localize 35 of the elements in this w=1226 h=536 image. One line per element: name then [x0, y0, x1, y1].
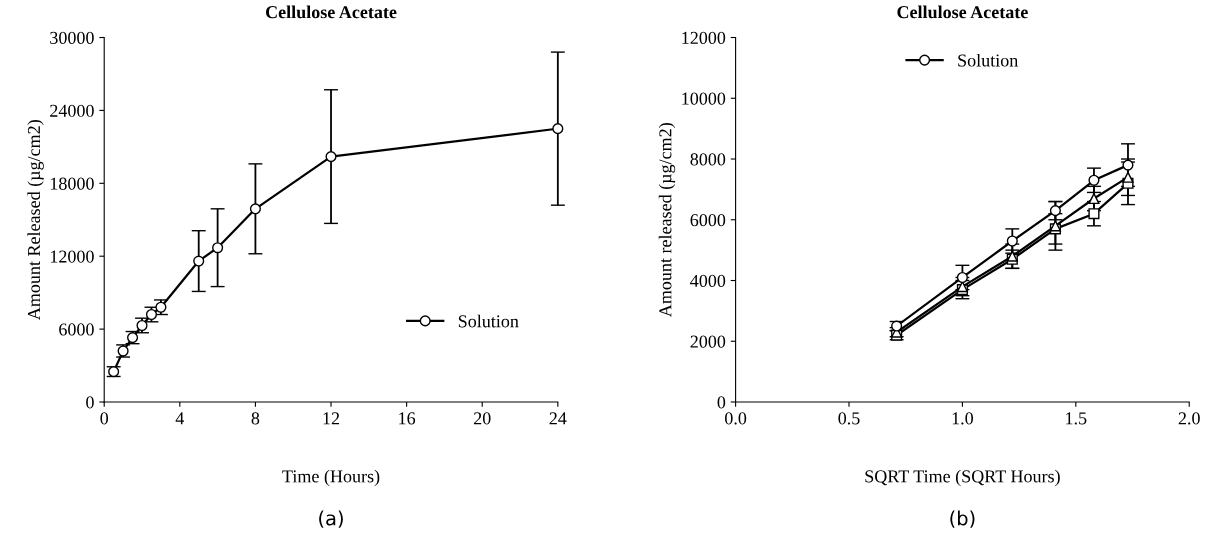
chart-title: Cellulose Acetate — [897, 5, 1028, 19]
x-tick-label: 12 — [323, 412, 340, 425]
text: (b) — [950, 510, 975, 528]
y-tick-label: 24000 — [50, 104, 94, 117]
x-axis-title: SQRT Time (SQRT Hours) — [865, 469, 1060, 487]
y-tick-label: 10000 — [682, 92, 726, 105]
x-axis-title: Time (Hours) — [282, 469, 380, 487]
y-tick-label: 6000 — [59, 323, 94, 336]
legend-label: Solution — [458, 314, 519, 328]
x-tick-label: 2.0 — [1178, 412, 1200, 425]
x-tick-label: 0.0 — [725, 412, 747, 425]
x-tick-label: 0.5 — [838, 412, 860, 425]
y-tick-label: 2000 — [690, 335, 726, 348]
y-tick-label: 12000 — [682, 31, 726, 44]
y-tick-label: 30000 — [50, 31, 94, 44]
x-tick-label: 4 — [175, 412, 185, 425]
x-tick-label: 1.5 — [1066, 412, 1087, 425]
y-tick-label: 8000 — [690, 153, 726, 166]
y-axis-title: Amount Released (µg/cm2) — [27, 120, 44, 321]
x-tick-label: 16 — [399, 412, 416, 425]
y-axis-title: Amount released (µg/cm2) — [658, 123, 676, 318]
y-tick-label: 0 — [86, 396, 94, 409]
y-tick-label: 4000 — [690, 274, 726, 287]
text: (a) — [319, 510, 343, 528]
chart-title: Cellulose Acetate — [265, 5, 397, 19]
x-tick-label: 24 — [549, 412, 567, 425]
y-tick-label: 18000 — [50, 177, 94, 190]
x-tick-label: 20 — [473, 412, 491, 425]
y-tick-label: 12000 — [50, 250, 94, 263]
y-tick-label: 6000 — [690, 214, 726, 227]
y-tick-label: 0 — [717, 396, 726, 409]
x-tick-label: 1.0 — [952, 412, 974, 425]
legend-label: Solution — [958, 53, 1019, 67]
x-tick-label: 8 — [251, 412, 260, 425]
x-tick-label: 0 — [100, 412, 109, 425]
